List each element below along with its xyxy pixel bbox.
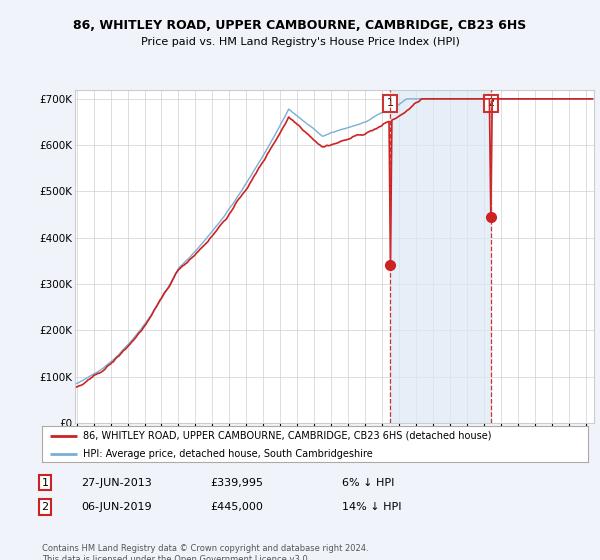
Text: 27-JUN-2013: 27-JUN-2013 xyxy=(81,478,152,488)
Text: 14% ↓ HPI: 14% ↓ HPI xyxy=(342,502,401,512)
Text: 1: 1 xyxy=(41,478,49,488)
Text: 86, WHITLEY ROAD, UPPER CAMBOURNE, CAMBRIDGE, CB23 6HS (detached house): 86, WHITLEY ROAD, UPPER CAMBOURNE, CAMBR… xyxy=(83,431,491,441)
Text: 2: 2 xyxy=(487,99,494,109)
Text: 1: 1 xyxy=(387,99,394,109)
Bar xyxy=(391,90,491,423)
Text: £445,000: £445,000 xyxy=(210,502,263,512)
Text: 86, WHITLEY ROAD, UPPER CAMBOURNE, CAMBRIDGE, CB23 6HS: 86, WHITLEY ROAD, UPPER CAMBOURNE, CAMBR… xyxy=(73,18,527,32)
Text: Price paid vs. HM Land Registry's House Price Index (HPI): Price paid vs. HM Land Registry's House … xyxy=(140,37,460,47)
Text: HPI: Average price, detached house, South Cambridgeshire: HPI: Average price, detached house, Sout… xyxy=(83,449,373,459)
Text: Contains HM Land Registry data © Crown copyright and database right 2024.
This d: Contains HM Land Registry data © Crown c… xyxy=(42,544,368,560)
Text: 2: 2 xyxy=(41,502,49,512)
Text: 06-JUN-2019: 06-JUN-2019 xyxy=(81,502,152,512)
Text: 6% ↓ HPI: 6% ↓ HPI xyxy=(342,478,394,488)
Text: £339,995: £339,995 xyxy=(210,478,263,488)
